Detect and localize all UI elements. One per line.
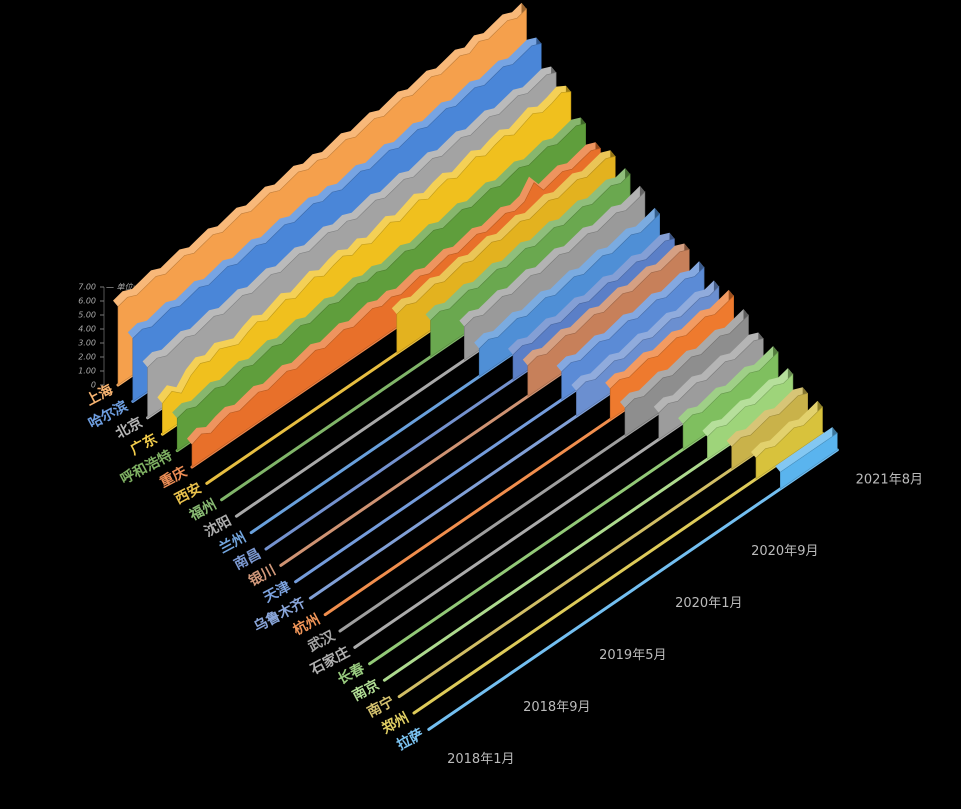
ribbon-area bbox=[755, 406, 823, 480]
ribbon-area bbox=[561, 266, 705, 401]
y-tick-label: 5.00 bbox=[78, 311, 96, 320]
x-tick-label: 2019年5月 bbox=[599, 648, 666, 663]
x-tick-label: 2021年8月 bbox=[856, 472, 923, 487]
ribbon-top bbox=[775, 427, 838, 473]
y-tick-label: 2.00 bbox=[78, 353, 96, 362]
y-tick-label: 0 bbox=[91, 381, 96, 390]
ribbon-top bbox=[751, 400, 823, 458]
ribbon-top bbox=[620, 309, 749, 408]
ribbon-top bbox=[157, 85, 571, 404]
ribbon-top bbox=[678, 346, 779, 425]
ribbon-area bbox=[707, 373, 794, 460]
ribbon-top bbox=[459, 185, 645, 327]
x-tick-label: 2018年9月 bbox=[523, 700, 590, 715]
series: 郑州 bbox=[379, 400, 824, 737]
ribbon-base bbox=[412, 432, 824, 715]
ribbon-top bbox=[474, 207, 660, 349]
ribbon-base bbox=[427, 448, 839, 731]
y-axis-label: — 单位: 元/斤 bbox=[106, 283, 157, 292]
y-tick-label: 4.00 bbox=[78, 325, 96, 334]
ribbon-area bbox=[682, 351, 779, 450]
ribbon-top bbox=[425, 168, 631, 321]
ribbon-top bbox=[522, 243, 690, 366]
ribbon-area bbox=[478, 213, 660, 378]
series: 南京 bbox=[349, 368, 795, 704]
ribbon-top bbox=[391, 150, 616, 315]
ribbon-top bbox=[187, 142, 601, 445]
ribbon-top bbox=[605, 289, 734, 389]
ribbon-top bbox=[653, 332, 764, 413]
y-tick-label: 1.00 bbox=[78, 367, 96, 376]
ribbon-top bbox=[726, 387, 808, 447]
x-tick-label: 2020年1月 bbox=[675, 596, 742, 611]
ribbon-area bbox=[780, 432, 838, 490]
ribbon-top bbox=[142, 66, 557, 368]
ribbon-area bbox=[731, 392, 808, 470]
ribbon-top bbox=[172, 117, 586, 419]
x-tick-label: 2018年1月 bbox=[447, 752, 514, 767]
ribbon-top bbox=[113, 2, 527, 307]
y-tick-label: 7.00 bbox=[78, 283, 96, 292]
y-tick-label: 3.00 bbox=[78, 339, 96, 348]
ribbon-top bbox=[556, 261, 705, 372]
y-tick-label: 6.00 bbox=[78, 297, 96, 306]
ribbon-top bbox=[508, 232, 675, 355]
ribbon-top bbox=[571, 280, 719, 391]
x-tick-label: 2020年9月 bbox=[751, 544, 818, 559]
ribbon-top bbox=[127, 37, 542, 339]
series: 南宁 bbox=[364, 387, 810, 721]
ribbon-top bbox=[702, 368, 793, 437]
